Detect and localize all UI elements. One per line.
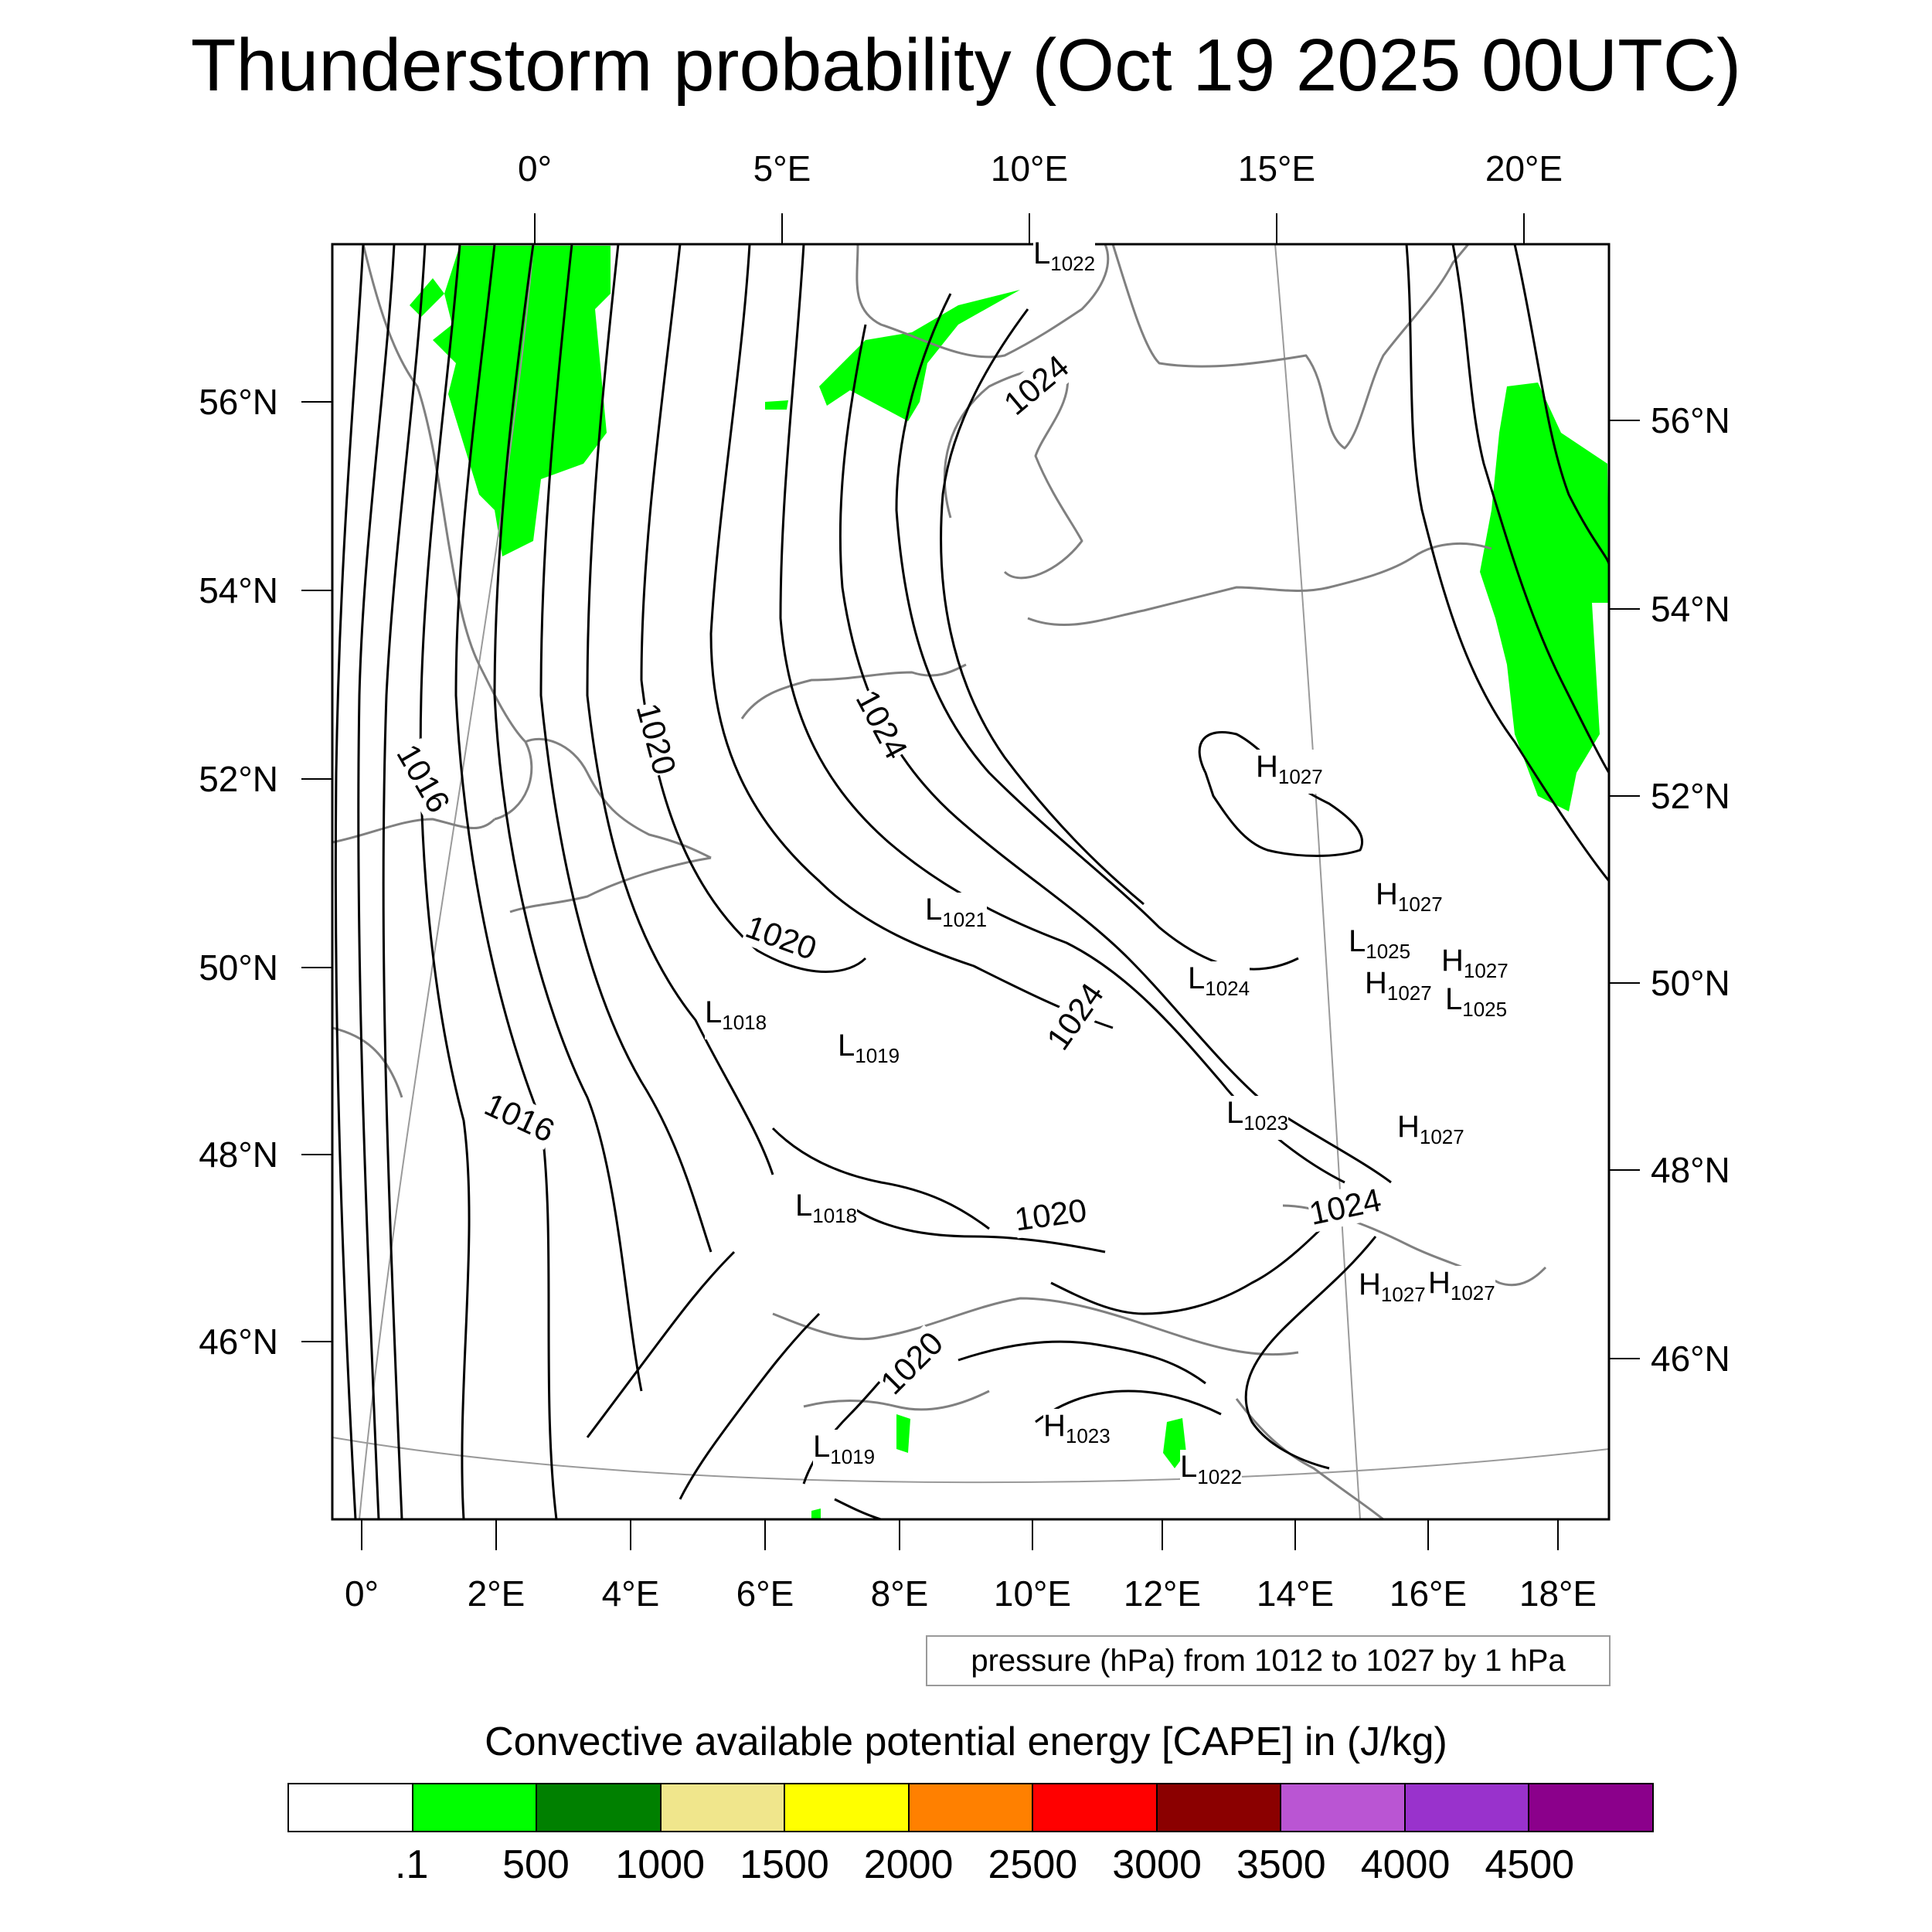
coast-france-west: [332, 1026, 403, 1098]
colorbar-swatch: [289, 1784, 413, 1831]
cape-area-poland: [1480, 383, 1609, 811]
pressure-center: L1018: [795, 1189, 858, 1233]
colorbar-swatch: [413, 1784, 538, 1831]
graticule: [332, 244, 1609, 1519]
colorbar-swatch: [785, 1784, 910, 1831]
cape-area-skagerrak-small: [765, 400, 788, 410]
lon-label-bottom: 2°E: [467, 1573, 526, 1614]
lat-label-right: 46°N: [1651, 1338, 1730, 1379]
colorbar-swatch: [1529, 1784, 1653, 1831]
colorbar-title: Convective available potential energy [C…: [485, 1719, 1447, 1764]
coastlines: [332, 244, 1547, 1519]
colorbar-swatch: [1405, 1784, 1530, 1831]
colorbar-swatch: [661, 1784, 786, 1831]
pressure-center: H1027: [1376, 877, 1443, 921]
colorbar-tick-label: 500: [502, 1842, 570, 1887]
pressure-center: L1022: [1033, 236, 1096, 281]
coast-baltic-south: [1027, 543, 1492, 627]
pressure-center: L1024: [1188, 961, 1250, 1005]
coast-italy-north: [803, 1389, 990, 1411]
pressure-center: L1025: [1445, 982, 1508, 1026]
colorbar-tick-label: 2000: [863, 1842, 954, 1887]
pressure-center: L1022: [1180, 1450, 1243, 1494]
colorbar-tick-label: 3500: [1236, 1842, 1326, 1887]
lat-label-left: 54°N: [199, 570, 278, 611]
map-frame: [331, 243, 1611, 1521]
coast-denmark: [943, 366, 1083, 580]
lat-label-right: 50°N: [1651, 963, 1730, 1003]
coast-adriatic: [1235, 1398, 1384, 1519]
colorbar: [287, 1783, 1654, 1832]
colorbar-tick-label: 1500: [740, 1842, 829, 1887]
parallel-45N: [332, 1437, 1609, 1484]
map-title: Thunderstorm probability (Oct 19 2025 00…: [190, 24, 1742, 107]
colorbar-swatch: [1033, 1784, 1158, 1831]
colorbar-tick-label: 2500: [988, 1842, 1078, 1887]
coast-france-north: [525, 737, 712, 859]
lon-label-top: 10°E: [990, 148, 1069, 189]
lat-label-left: 50°N: [199, 947, 278, 988]
lon-label-bottom: 4°E: [601, 1573, 660, 1614]
axis-ticks: [301, 213, 1640, 1550]
pressure-center: H1027: [1397, 1110, 1464, 1154]
cape-area-alps-2: [896, 1414, 910, 1453]
lon-label-top: 0°: [518, 148, 552, 189]
lat-label-right: 52°N: [1651, 776, 1730, 816]
border-alps: [772, 1297, 1299, 1356]
meridian-0: [359, 244, 534, 1519]
colorbar-tick-label: 3000: [1112, 1842, 1202, 1887]
lon-label-bottom: 14°E: [1256, 1573, 1335, 1614]
lon-label-bottom: 6°E: [736, 1573, 794, 1614]
lat-label-left: 52°N: [199, 759, 278, 799]
colorbar-tick-label: 1000: [615, 1842, 706, 1887]
isobars: [334, 244, 1609, 1519]
lon-label-bottom: 16°E: [1389, 1573, 1468, 1614]
cape-area-northsea-west: [410, 278, 444, 317]
lat-label-right: 48°N: [1651, 1150, 1730, 1190]
pressure-center: L1019: [838, 1029, 900, 1073]
cape-area-alps-3: [811, 1509, 821, 1519]
lon-label-top: 15°E: [1237, 148, 1316, 189]
lon-label-bottom: 10°E: [993, 1573, 1072, 1614]
colorbar-swatch: [537, 1784, 662, 1831]
pressure-center: L1023: [1226, 1096, 1289, 1140]
pressure-center: L1025: [1349, 924, 1411, 968]
contour-caption: pressure (hPa) from 1012 to 1027 by 1 hP…: [926, 1635, 1611, 1686]
pressure-center: H1023: [1043, 1409, 1111, 1453]
pressure-center: L1021: [925, 893, 988, 937]
colorbar-swatch: [909, 1784, 1034, 1831]
pressure-center: H1027: [1441, 944, 1509, 988]
lat-label-left: 48°N: [199, 1134, 278, 1175]
lat-label-left: 46°N: [199, 1321, 278, 1362]
lat-label-left: 56°N: [199, 382, 278, 422]
cape-area-skagerrak: [819, 290, 1020, 421]
lat-label-right: 54°N: [1651, 589, 1730, 629]
colorbar-tick-label: .1: [395, 1842, 429, 1887]
lon-label-top: 5°E: [753, 148, 811, 189]
pressure-center: H1027: [1359, 1267, 1426, 1311]
pressure-center: H1027: [1256, 750, 1323, 794]
colorbar-swatch: [1157, 1784, 1282, 1831]
meridian-15E: [1274, 244, 1361, 1519]
lat-label-right: 56°N: [1651, 400, 1730, 440]
lon-label-bottom: 18°E: [1519, 1573, 1597, 1614]
lon-label-bottom: 0°: [345, 1573, 379, 1614]
colorbar-tick-label: 4000: [1360, 1842, 1451, 1887]
colorbar-tick-label: 4500: [1485, 1842, 1575, 1887]
coast-sweden: [1111, 244, 1470, 450]
border-belgium: [509, 856, 712, 913]
lon-label-top: 20°E: [1485, 148, 1563, 189]
lon-label-bottom: 8°E: [870, 1573, 929, 1614]
pressure-center: H1027: [1365, 966, 1432, 1010]
cape-areas: [410, 246, 1609, 1519]
coast-uk-south: [332, 818, 496, 844]
coast-netherlands-germany: [740, 663, 967, 719]
pressure-center: L1018: [705, 995, 767, 1039]
lon-label-bottom: 12°E: [1123, 1573, 1202, 1614]
colorbar-swatch: [1281, 1784, 1406, 1831]
cape-area-northsea: [433, 246, 611, 556]
pressure-center: H1027: [1428, 1266, 1495, 1310]
coast-uk-east: [362, 244, 533, 821]
pressure-center: L1019: [813, 1430, 876, 1474]
